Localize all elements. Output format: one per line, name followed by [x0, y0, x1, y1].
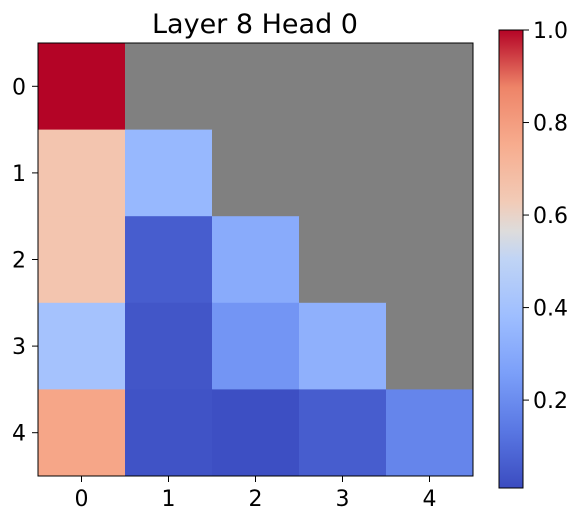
heatmap-cell-4-2 — [212, 389, 300, 477]
heatmap-cell-3-0 — [38, 302, 126, 390]
heatmap-cell-4-4 — [386, 389, 474, 477]
x-tick-label-1: 1 — [162, 487, 176, 512]
masked-cell-1-2 — [212, 129, 300, 217]
colorbar-ticks: 0.2 0.4 0.6 0.8 1.0 — [523, 19, 568, 414]
chart-title: Layer 8 Head 0 — [152, 9, 358, 40]
x-tick-label-0: 0 — [75, 487, 89, 512]
heatmap-cell-2-1 — [125, 216, 213, 304]
masked-cell-0-1 — [125, 43, 213, 131]
masked-cell-0-2 — [212, 43, 300, 131]
heatmap-cell-4-0 — [38, 389, 126, 477]
masked-cell-0-3 — [299, 43, 387, 131]
y-axis: 0 1 2 3 4 — [12, 75, 38, 447]
heatmap-cell-0-0 — [38, 43, 126, 131]
x-axis: 0 1 2 3 4 — [75, 476, 437, 512]
colorbar-tick-label-4: 1.0 — [533, 19, 568, 44]
x-tick-label-4: 4 — [423, 487, 437, 512]
masked-cell-0-4 — [386, 43, 474, 131]
x-tick-label-3: 3 — [336, 487, 350, 512]
heatmap-cell-1-0 — [38, 129, 126, 217]
colorbar-tick-label-3: 0.8 — [533, 112, 568, 137]
y-tick-label-3: 3 — [12, 335, 26, 360]
heatmap-cell-2-2 — [212, 216, 300, 304]
heatmap-cell-3-3 — [299, 302, 387, 390]
heatmap-cell-3-1 — [125, 302, 213, 390]
colorbar — [498, 29, 524, 489]
x-tick-label-2: 2 — [249, 487, 263, 512]
heatmap-cell-1-1 — [125, 129, 213, 217]
y-tick-label-1: 1 — [12, 162, 26, 187]
heatmap-cell-2-0 — [38, 216, 126, 304]
masked-cell-3-4 — [386, 302, 474, 390]
masked-cell-2-3 — [299, 216, 387, 304]
y-tick-label-4: 4 — [12, 422, 26, 447]
masked-cell-2-4 — [386, 216, 474, 304]
colorbar-tick-label-2: 0.6 — [533, 204, 568, 229]
heatmap-cells — [38, 43, 474, 477]
heatmap-cell-3-2 — [212, 302, 300, 390]
y-tick-label-2: 2 — [12, 249, 26, 274]
heatmap-cell-4-1 — [125, 389, 213, 477]
y-tick-label-0: 0 — [12, 75, 26, 100]
heatmap-cell-4-3 — [299, 389, 387, 477]
colorbar-tick-label-1: 0.4 — [533, 297, 568, 322]
colorbar-tick-label-0: 0.2 — [533, 389, 568, 414]
masked-cell-1-3 — [299, 129, 387, 217]
masked-cell-1-4 — [386, 129, 474, 217]
